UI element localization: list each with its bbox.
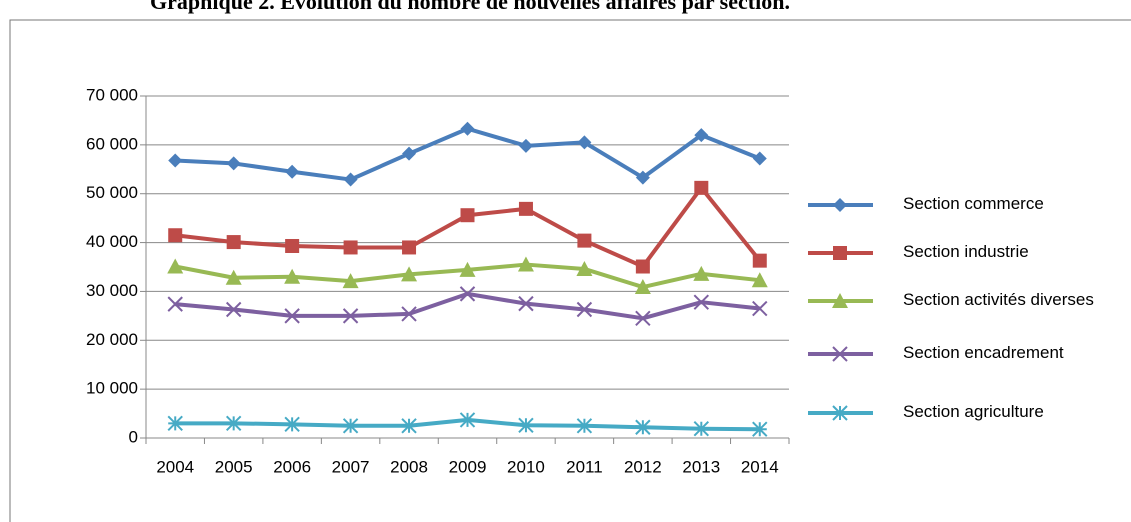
data-point (167, 415, 183, 432)
series-line (175, 291, 760, 321)
data-point (284, 268, 301, 284)
data-point (167, 258, 184, 274)
x-tick-label: 2008 (390, 457, 428, 476)
y-tick-label: 30 000 (86, 281, 138, 300)
x-tick-label: 2014 (741, 457, 779, 476)
data-point (460, 121, 475, 136)
data-point (226, 156, 241, 171)
legend-marker (833, 246, 847, 260)
legend-marker (832, 405, 848, 421)
data-point (752, 421, 768, 437)
data-point (285, 238, 300, 253)
chart-title: Graphique 2. Évolution du nombre de nouv… (150, 0, 790, 14)
x-tick-label: 2007 (332, 457, 370, 476)
data-point (460, 208, 475, 223)
x-tick-label: 2006 (273, 457, 311, 476)
data-point (401, 306, 417, 322)
data-point (752, 253, 767, 268)
data-point (752, 151, 767, 166)
data-point (402, 240, 417, 255)
data-point (635, 310, 651, 327)
data-point (342, 308, 359, 324)
data-point (343, 240, 358, 255)
data-point (577, 233, 592, 248)
data-point (518, 138, 533, 153)
legend-marker (833, 198, 847, 212)
legend-label: Section agriculture (903, 402, 1044, 421)
data-point (576, 418, 593, 434)
x-tick-label: 2009 (449, 457, 487, 476)
data-point (751, 272, 768, 288)
data-point (401, 418, 417, 434)
legend-label: Section encadrement (903, 343, 1064, 362)
data-point (168, 228, 183, 243)
y-tick-label: 0 (129, 427, 138, 446)
y-tick-label: 60 000 (86, 134, 138, 153)
series-line (174, 185, 762, 269)
x-tick-label: 2005 (215, 457, 253, 476)
y-tick-label: 10 000 (86, 379, 138, 398)
data-point (693, 265, 710, 281)
data-point (401, 266, 418, 282)
data-point (225, 415, 242, 432)
data-point (635, 419, 651, 435)
data-point (284, 416, 300, 433)
x-tick-label: 2010 (507, 457, 545, 476)
chart-frame (9, 19, 1131, 522)
data-point (168, 153, 183, 168)
legend-marker (832, 293, 848, 308)
data-point (342, 273, 359, 289)
y-tick-label: 40 000 (86, 232, 138, 251)
y-tick-label: 20 000 (86, 330, 138, 349)
data-point (225, 269, 242, 285)
x-tick-label: 2013 (682, 457, 720, 476)
data-point (226, 235, 241, 250)
data-point (459, 286, 476, 302)
series-line (175, 126, 761, 182)
data-point (693, 421, 710, 437)
data-point (635, 259, 650, 274)
data-point (518, 295, 534, 312)
data-point (343, 172, 358, 187)
data-point (635, 170, 650, 185)
data-point (285, 164, 300, 179)
data-point (576, 260, 593, 276)
data-point (518, 417, 534, 434)
legend-label: Section industrie (903, 242, 1029, 261)
data-point (634, 279, 651, 295)
x-tick-label: 2012 (624, 457, 662, 476)
data-point (459, 412, 476, 428)
data-point (517, 256, 534, 272)
data-point (576, 301, 593, 318)
data-point (402, 146, 417, 161)
legend-marker (832, 346, 848, 362)
legend-label: Section activités diverses (903, 290, 1094, 309)
data-point (518, 201, 533, 216)
x-tick-label: 2004 (156, 457, 194, 476)
legend-label: Section commerce (903, 194, 1044, 213)
data-point (459, 261, 476, 277)
y-tick-label: 50 000 (86, 183, 138, 202)
data-point (342, 418, 359, 434)
data-point (694, 180, 709, 195)
data-point (284, 308, 300, 324)
data-point (693, 294, 710, 310)
data-point (752, 300, 768, 317)
x-tick-label: 2011 (566, 457, 603, 476)
data-point (225, 301, 242, 318)
data-point (167, 296, 183, 312)
data-point (577, 135, 592, 150)
y-tick-label: 70 000 (86, 85, 138, 104)
data-point (694, 128, 709, 143)
